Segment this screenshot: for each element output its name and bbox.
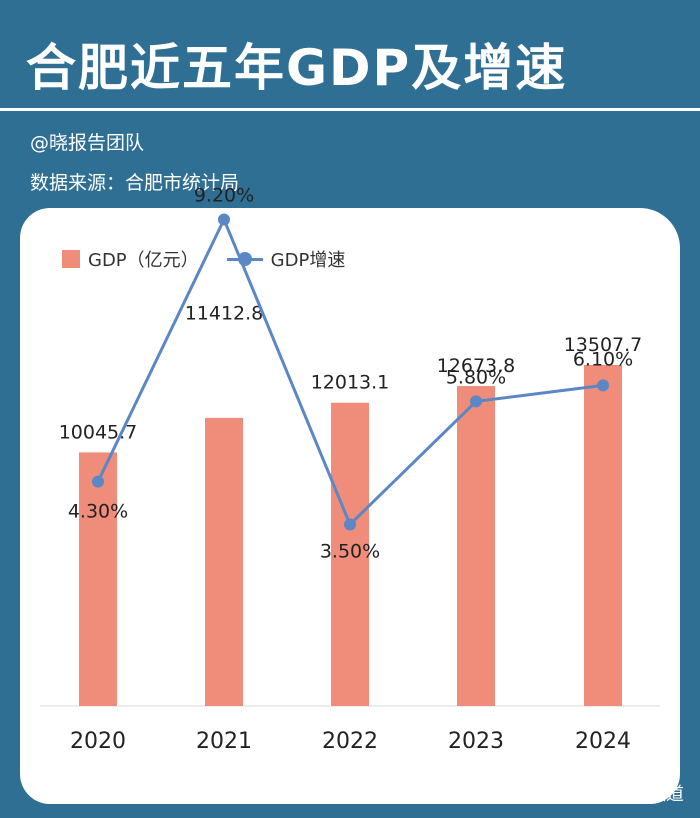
watermark-logo-icon: [566, 784, 588, 802]
gdp-growth-label: 4.30%: [68, 501, 128, 523]
x-tick-label: 2023: [448, 729, 504, 754]
x-tick-label: 2020: [70, 729, 126, 754]
title-divider: [0, 108, 700, 111]
gdp-bar: [584, 365, 622, 706]
page-title: 合肥近五年GDP及增速: [26, 39, 568, 97]
x-tick-label: 2024: [575, 729, 631, 754]
x-tick-label: 2021: [196, 729, 252, 754]
watermark-text: 昊晓波频道: [594, 784, 684, 805]
gdp-growth-label: 6.10%: [573, 348, 633, 370]
gdp-bar-label: 12673.8: [437, 355, 516, 377]
chart-legend: GDP（亿元） GDP增速: [62, 244, 345, 274]
legend-bar-label: GDP（亿元）: [88, 250, 199, 271]
gdp-bar-label: 12013.1: [311, 372, 390, 394]
gdp-growth-point: [597, 379, 609, 392]
gdp-growth-point: [92, 475, 104, 488]
gdp-growth-point: [218, 213, 230, 226]
x-tick-label: 2022: [322, 729, 378, 754]
gdp-growth-point: [470, 395, 482, 408]
gdp-growth-label: 5.80%: [446, 366, 506, 388]
gdp-growth-label: 3.50%: [320, 540, 380, 562]
gdp-bar: [457, 386, 495, 706]
gdp-bar: [331, 402, 369, 706]
gdp-bar: [205, 417, 243, 706]
gdp-bar: [79, 452, 117, 706]
data-source: 数据来源：合肥市统计局: [30, 172, 240, 194]
watermark: 昊晓波频道: [566, 780, 684, 806]
gdp-growth-point: [344, 518, 356, 531]
gdp-bar-label: 13507.7: [564, 334, 643, 356]
gdp-growth-label: 9.20%: [194, 185, 254, 207]
author-credit: @晓报告团队: [30, 132, 145, 154]
legend-line-label: GDP增速: [270, 250, 346, 271]
gdp-bar-label: 11412.8: [185, 303, 264, 325]
legend-bar-swatch: [62, 250, 80, 268]
